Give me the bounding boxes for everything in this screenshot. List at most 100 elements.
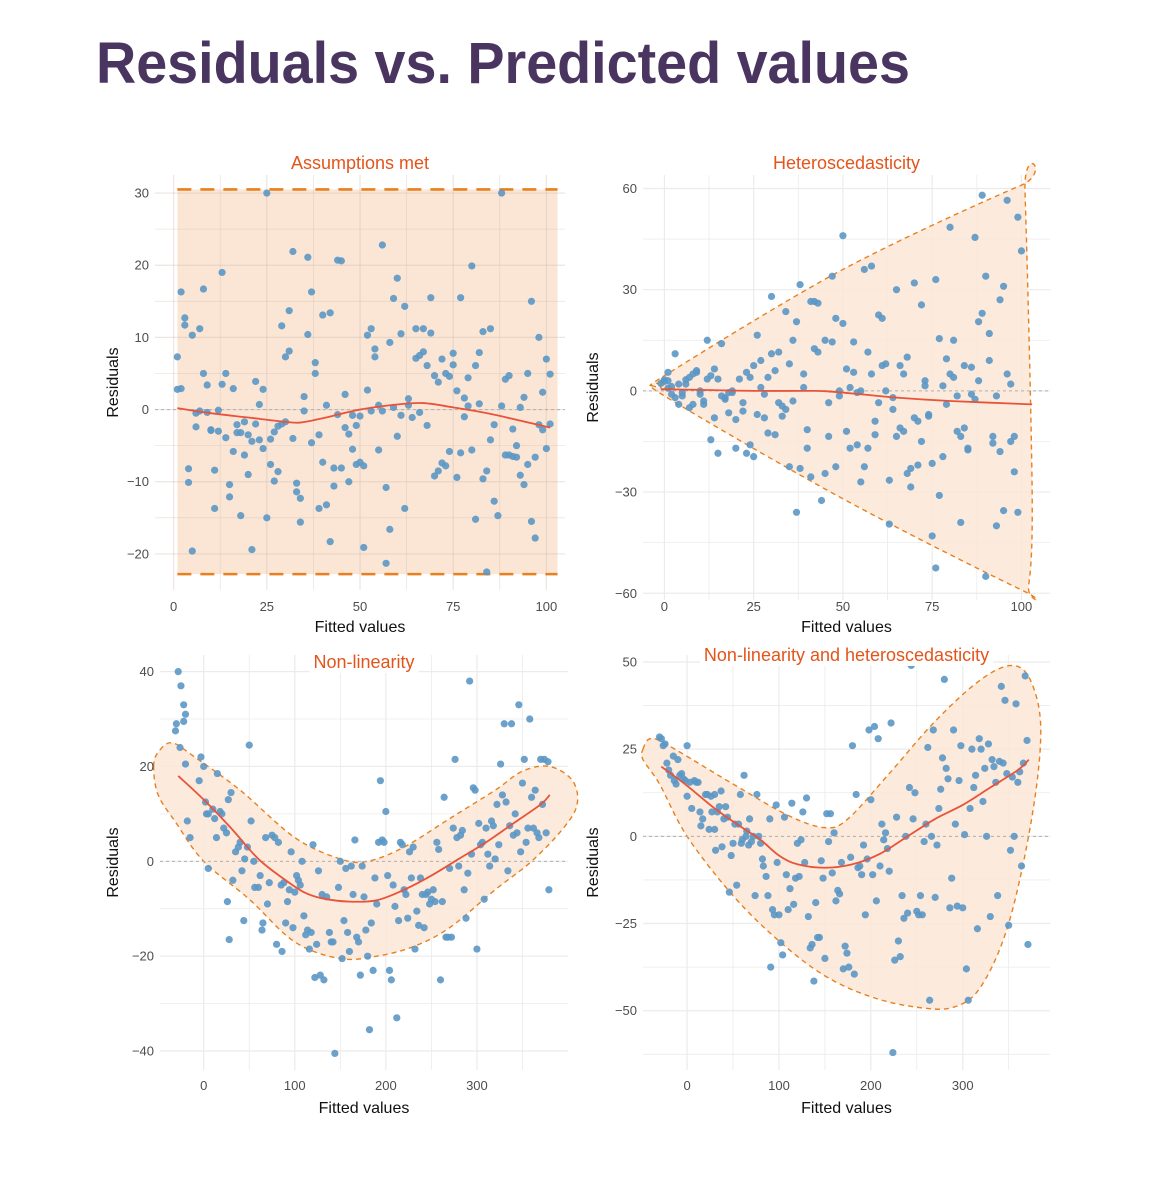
data-point <box>218 380 226 388</box>
data-point <box>304 330 312 339</box>
data-point <box>978 191 986 199</box>
data-point <box>892 286 901 294</box>
data-point <box>177 288 185 296</box>
data-point <box>401 302 409 310</box>
data-point <box>429 886 437 894</box>
y-tick-label: 10 <box>135 330 149 345</box>
data-point <box>814 348 822 356</box>
data-point <box>857 478 865 486</box>
y-tick-label: 25 <box>623 742 637 757</box>
data-point <box>535 333 543 341</box>
data-point <box>347 862 355 870</box>
data-point <box>464 869 472 877</box>
data-point <box>334 883 343 892</box>
data-point <box>241 855 249 863</box>
data-point <box>803 444 811 452</box>
data-point <box>697 822 705 830</box>
data-point <box>358 862 366 870</box>
data-point <box>371 874 379 882</box>
data-point <box>674 756 682 764</box>
data-point <box>979 797 987 806</box>
data-point <box>1010 832 1018 840</box>
data-point <box>311 973 319 982</box>
data-point <box>367 919 375 927</box>
data-point <box>378 241 386 249</box>
data-point <box>490 421 498 429</box>
data-point <box>307 288 316 296</box>
data-point <box>438 898 446 906</box>
y-tick-label: 30 <box>623 282 637 297</box>
x-tick-label: 25 <box>746 599 760 614</box>
data-point <box>512 453 521 461</box>
data-point <box>507 720 516 728</box>
x-axis-label: Fitted values <box>801 619 892 636</box>
data-point <box>451 755 459 763</box>
data-point <box>753 331 761 339</box>
data-point <box>244 470 252 479</box>
data-point <box>767 963 775 971</box>
data-point <box>683 792 691 800</box>
data-point <box>177 682 185 690</box>
data-point <box>700 400 708 408</box>
data-point <box>985 329 993 338</box>
data-point <box>489 822 497 830</box>
data-point <box>486 436 495 444</box>
data-point <box>511 810 519 818</box>
data-point <box>782 308 790 316</box>
data-point <box>782 405 790 414</box>
data-point <box>966 804 974 813</box>
data-point <box>784 905 792 914</box>
data-point <box>932 564 940 572</box>
data-point <box>340 917 348 925</box>
y-tick-label: −20 <box>127 546 149 561</box>
data-point <box>880 836 888 844</box>
x-tick-label: 0 <box>170 599 177 614</box>
data-point <box>821 336 829 344</box>
data-point <box>981 764 989 772</box>
data-point <box>200 762 208 771</box>
data-point <box>307 928 315 937</box>
data-point <box>918 911 926 919</box>
data-point <box>225 935 233 944</box>
data-point <box>876 862 884 870</box>
data-point <box>252 377 260 386</box>
data-point <box>244 431 252 439</box>
data-point <box>946 223 954 231</box>
data-point <box>1023 736 1031 745</box>
data-point <box>675 400 683 408</box>
data-point <box>804 912 812 921</box>
data-point <box>1010 468 1018 476</box>
data-point <box>356 971 364 979</box>
data-point <box>971 771 980 779</box>
data-point <box>542 355 550 363</box>
data-point <box>398 841 406 849</box>
data-point <box>345 478 353 486</box>
data-point <box>430 372 439 380</box>
y-tick-label: −40 <box>132 1044 154 1059</box>
data-point <box>391 902 399 910</box>
x-tick-label: 50 <box>836 599 850 614</box>
data-point <box>772 801 780 809</box>
data-point <box>438 355 446 363</box>
data-point <box>252 420 260 428</box>
data-point <box>985 356 993 365</box>
data-point <box>859 841 868 849</box>
data-point <box>409 843 417 851</box>
data-point <box>285 347 293 355</box>
data-point <box>416 408 424 417</box>
data-point <box>500 720 508 728</box>
data-point <box>229 385 237 393</box>
data-point <box>688 804 696 813</box>
data-point <box>207 426 215 435</box>
data-point <box>905 783 914 792</box>
data-point <box>393 274 401 282</box>
panel-title-background <box>286 152 434 174</box>
data-point <box>957 742 965 750</box>
data-point <box>889 405 897 414</box>
panel-assumptions-met: 0 25 50 75 100 −20 −10 0 10 20 30 Assumptions met Fi… <box>105 152 565 636</box>
data-point <box>845 963 853 971</box>
data-point <box>896 953 904 961</box>
data-point <box>933 841 941 849</box>
data-point <box>949 726 958 734</box>
data-point <box>483 467 491 475</box>
